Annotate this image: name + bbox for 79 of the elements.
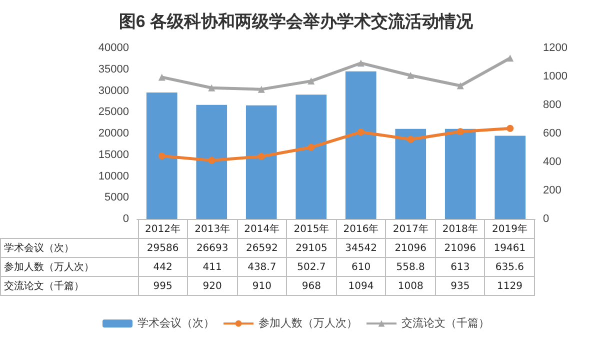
- point: [208, 84, 216, 92]
- point: [308, 78, 315, 85]
- x-tick-label: 2012年: [138, 220, 188, 238]
- data-label: 910: [237, 276, 287, 296]
- data-label: 968: [286, 276, 336, 296]
- point: [308, 144, 315, 151]
- data-label: 502.7: [286, 258, 336, 276]
- point: [456, 82, 464, 90]
- y2-tick-label: 200: [543, 184, 562, 196]
- data-label: 19461: [484, 238, 534, 258]
- point: [506, 54, 514, 62]
- data-label: 442: [138, 258, 188, 276]
- y2-tick-label: 600: [543, 128, 562, 140]
- point: [456, 128, 464, 136]
- data-label: 21096: [386, 238, 436, 258]
- data-label: 29586: [138, 238, 188, 258]
- data-label: 635.6: [484, 258, 534, 276]
- y-tick-label: 25000: [98, 106, 129, 118]
- data-label: 26693: [188, 238, 238, 258]
- point: [357, 128, 364, 136]
- y2-tick-label: 400: [543, 156, 562, 168]
- y-tick-label: 0: [122, 213, 129, 225]
- y-tick-label: 40000: [98, 42, 129, 54]
- point: [258, 86, 265, 93]
- text: 交流论文（千篇）: [4, 281, 84, 292]
- y-tick-label: 5000: [104, 192, 129, 204]
- data-label: 935: [435, 276, 485, 296]
- bar: [345, 71, 376, 219]
- point: [407, 136, 414, 143]
- data-label: 558.8: [386, 258, 436, 276]
- text: 学术会议（次）: [4, 243, 74, 254]
- x-tick-label: 2019年: [484, 220, 534, 238]
- point: [208, 156, 216, 164]
- y-tick-label: 10000: [98, 170, 129, 182]
- bar: [246, 105, 277, 219]
- y-tick-label: 20000: [98, 128, 129, 140]
- data-label: 613: [435, 258, 485, 276]
- data-label: 29105: [286, 238, 336, 258]
- legend-label: 学术会议（次）: [138, 316, 214, 330]
- data-label: 21096: [435, 238, 485, 258]
- y-tick-label: 30000: [98, 84, 129, 97]
- x-tick-label: 2013年: [188, 220, 238, 238]
- data-label: 438.7: [237, 258, 287, 276]
- data-label: 1094: [336, 276, 386, 296]
- data-label: 34542: [336, 238, 386, 258]
- bar: [395, 128, 426, 219]
- point: [258, 152, 265, 160]
- data-label: 1008: [386, 276, 436, 296]
- text: 参加人数（万人次）: [4, 262, 94, 273]
- y2-tick-label: 0: [543, 213, 550, 225]
- x-tick-label: 2015年: [286, 220, 336, 238]
- point: [407, 72, 414, 79]
- x-tick-label: 2014年: [237, 220, 287, 238]
- data-label: 995: [138, 276, 188, 296]
- bar: [146, 92, 178, 219]
- bar: [444, 128, 476, 219]
- y2-tick-label: 1000: [543, 70, 568, 82]
- data-label: 411: [188, 258, 238, 276]
- point: [357, 60, 364, 67]
- point: [506, 124, 514, 132]
- data-label: 610: [336, 258, 386, 276]
- y-tick-label: 15000: [98, 148, 129, 161]
- y-tick-label: 35000: [98, 63, 129, 76]
- data-label: 920: [188, 276, 238, 296]
- bar: [196, 104, 228, 219]
- y2-tick-label: 1200: [543, 42, 568, 54]
- y2-tick-label: 800: [543, 99, 562, 111]
- bar: [494, 136, 526, 219]
- bar: [296, 94, 327, 219]
- x-tick-label: 2016年: [336, 220, 386, 238]
- point: [158, 152, 166, 160]
- legend-label: 交流论文（千篇）: [402, 316, 490, 330]
- legend-label: 参加人数（万人次）: [258, 316, 358, 330]
- chart-title: 图6 各级科协和两级学会举办学术交流活动情况: [118, 12, 474, 31]
- data-label: 1129: [484, 276, 534, 296]
- point: [158, 74, 166, 81]
- x-tick-label: 2017年: [386, 220, 436, 238]
- x-tick-label: 2018年: [435, 220, 485, 238]
- data-label: 26592: [237, 238, 287, 258]
